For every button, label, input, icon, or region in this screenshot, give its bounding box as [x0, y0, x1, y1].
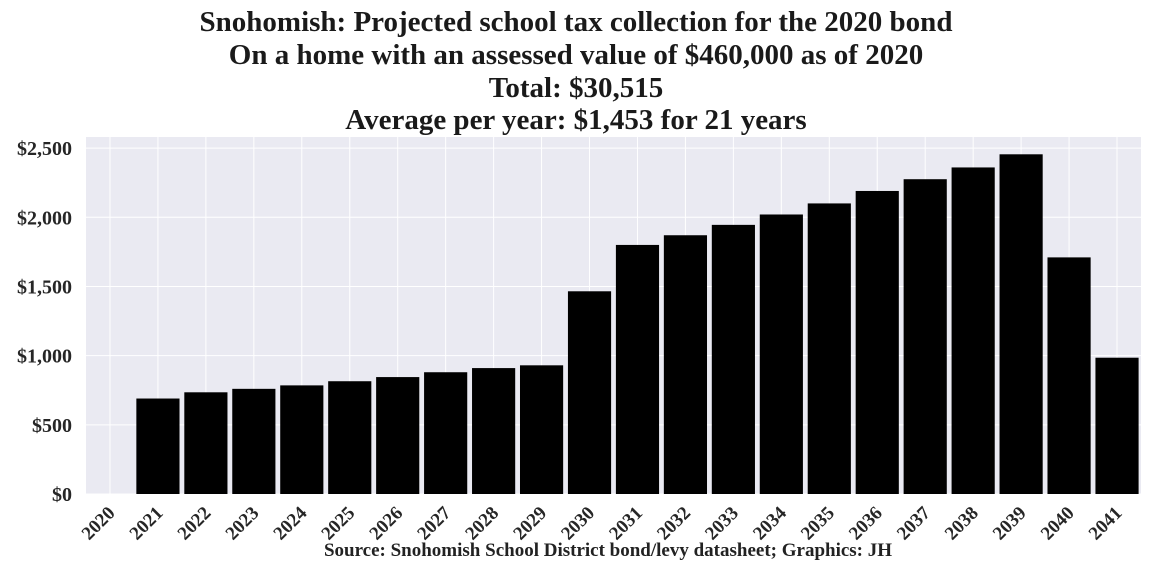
source-caption: Source: Snohomish School District bond/l…: [323, 540, 893, 561]
x-tick-label: 2026: [366, 503, 408, 545]
bar-2039: [999, 154, 1043, 494]
bar-2037: [903, 179, 947, 494]
bar-2040: [1047, 257, 1091, 494]
y-axis-ticks: $0 $500 $1,000 $1,500 $2,000 $2,500: [17, 138, 72, 506]
x-tick-label: 2041: [1085, 503, 1127, 545]
bar-2033: [711, 224, 755, 494]
bar-2041: [1095, 357, 1139, 494]
chart-title-line-2: On a home with an assessed value of $460…: [228, 39, 924, 71]
x-axis-ticks: 2020 2021 2022 2023 2024 2025 2026 2027 2028 2029…: [78, 502, 1127, 544]
bar-2036: [855, 190, 899, 494]
bar-2029: [519, 365, 564, 494]
x-tick-label: 2040: [1037, 503, 1079, 545]
bar-2028: [472, 368, 516, 494]
x-tick-label: 2030: [557, 503, 599, 545]
x-tick-label: 2037: [893, 502, 935, 544]
bar-2035: [807, 203, 851, 494]
bar-2024: [280, 385, 324, 494]
x-tick-label: 2022: [174, 503, 216, 545]
x-tick-label: 2027: [413, 502, 455, 544]
y-tick-label: $2,000: [17, 207, 72, 229]
x-tick-label: 2029: [509, 503, 551, 545]
x-tick-label: 2024: [270, 502, 312, 544]
y-tick-label: $500: [32, 415, 72, 437]
bar-2038: [951, 167, 995, 494]
chart-title-line-3: Total: $30,515: [488, 72, 664, 104]
bar-2023: [232, 388, 276, 494]
x-tick-label: 2031: [605, 503, 647, 545]
x-tick-label: 2035: [797, 503, 839, 545]
x-tick-label: 2036: [845, 503, 887, 545]
bar-2031: [615, 244, 660, 494]
bar-2022: [184, 392, 228, 494]
bars: [136, 154, 1139, 494]
bar-2032: [663, 235, 708, 494]
chart-title-line-4: Average per year: $1,453 for 21 years: [345, 104, 807, 136]
bar-2030: [567, 291, 612, 494]
x-tick-label: 2034: [749, 502, 791, 544]
x-tick-label: 2023: [222, 503, 264, 545]
chart-title-line-1: Snohomish: Projected school tax collecti…: [199, 6, 953, 38]
bar-2034: [759, 214, 803, 494]
bar-2025: [328, 381, 372, 494]
bar-2027: [424, 372, 468, 494]
bar-2026: [376, 377, 420, 494]
y-tick-label: $0: [52, 484, 72, 506]
x-tick-label: 2025: [318, 503, 360, 545]
x-tick-label: 2038: [941, 503, 983, 545]
x-tick-label: 2032: [653, 503, 695, 545]
y-tick-label: $1,500: [17, 276, 72, 298]
y-tick-label: $1,000: [17, 346, 72, 368]
x-tick-label: 2039: [989, 503, 1031, 545]
bar-2021: [136, 398, 180, 494]
x-tick-label: 2033: [701, 503, 743, 545]
x-tick-label: 2021: [126, 503, 168, 545]
x-tick-label: 2020: [78, 503, 120, 545]
y-tick-label: $2,500: [17, 138, 72, 160]
x-tick-label: 2028: [461, 503, 503, 545]
